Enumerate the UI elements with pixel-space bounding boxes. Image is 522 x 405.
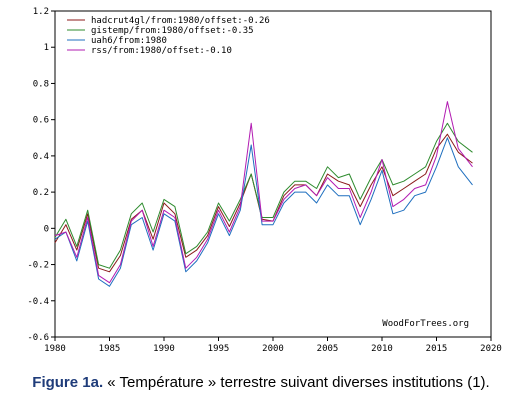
x-tick-label: 1990 <box>153 344 175 354</box>
y-tick-label: -0.4 <box>27 297 49 307</box>
legend: hadcrut4gl/from:1980/offset:-0.26gistemp… <box>67 16 270 56</box>
x-tick-label: 2015 <box>426 344 448 354</box>
x-tick-label: 1995 <box>208 344 230 354</box>
y-tick-label: -0.6 <box>27 333 49 343</box>
legend-label: hadcrut4gl/from:1980/offset:-0.26 <box>91 16 270 26</box>
legend-label: rss/from:1980/offset:-0.10 <box>91 46 232 56</box>
x-tick-label: 2005 <box>317 344 339 354</box>
y-tick-label: 0.8 <box>33 79 49 89</box>
legend-label: uah6/from:1980 <box>91 36 167 46</box>
x-tick-label: 2020 <box>480 344 502 354</box>
x-tick-label: 1985 <box>99 344 121 354</box>
y-tick-label: 1 <box>44 43 49 53</box>
y-tick-label: 1.2 <box>33 7 49 17</box>
x-tick-label: 2000 <box>262 344 284 354</box>
y-tick-label: 0 <box>44 224 49 234</box>
series-line-3 <box>54 137 473 287</box>
chart: 1980 1985 1990 1995 2000 2005 2010 2015 2020 -0.6… <box>8 4 514 360</box>
watermark: WoodForTrees.org <box>382 319 469 329</box>
y-tick-label: -0.2 <box>27 261 49 271</box>
y-tick-label: 0.6 <box>33 116 49 126</box>
x-tick-label: 1980 <box>44 344 66 354</box>
figure-caption: Figure 1a. « Température » terrestre sui… <box>0 374 522 391</box>
series-layer <box>54 101 473 287</box>
y-tick-label: 0.4 <box>33 152 49 162</box>
x-tick-label: 2010 <box>371 344 393 354</box>
figure-label: Figure 1a. <box>32 374 104 391</box>
legend-label: gistemp/from:1980/offset:-0.35 <box>91 26 254 36</box>
caption-text: « Température » terrestre suivant divers… <box>103 374 490 391</box>
plot-area <box>54 10 492 338</box>
y-tick-label: 0.2 <box>33 188 49 198</box>
series-line-4 <box>54 101 473 284</box>
chart-svg: 1980 1985 1990 1995 2000 2005 2010 2015 2020 -0.6… <box>27 7 502 354</box>
axis-layer: 1980 1985 1990 1995 2000 2005 2010 2015 2020 -0.6… <box>27 7 502 354</box>
